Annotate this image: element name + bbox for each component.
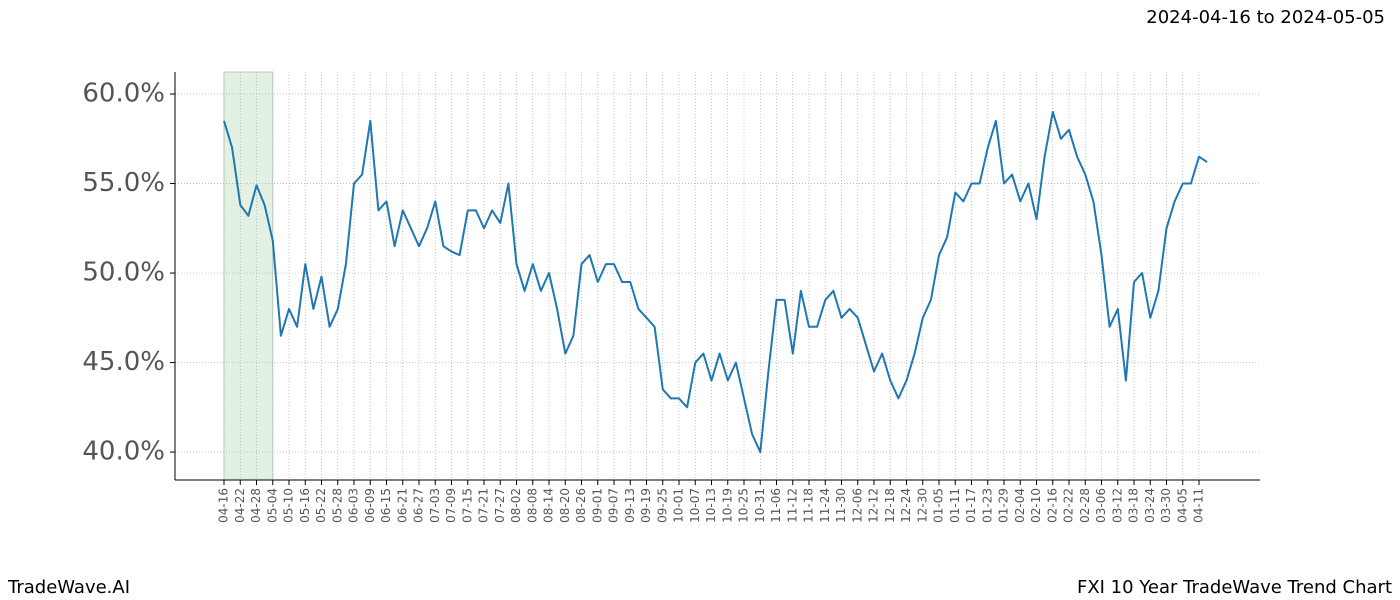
x-tick-label: 05-04	[265, 488, 279, 523]
x-tick-label: 04-11	[1192, 488, 1206, 523]
x-tick-label: 01-17	[964, 488, 978, 523]
x-tick-label: 05-22	[314, 488, 328, 523]
x-tick-label: 12-30	[915, 488, 929, 523]
x-tick-label: 02-16	[1045, 488, 1059, 523]
x-tick-label: 04-16	[217, 488, 231, 523]
x-tick-label: 07-27	[493, 488, 507, 523]
x-tick-label: 01-29	[997, 488, 1011, 523]
x-tick-label: 10-31	[753, 488, 767, 523]
x-tick-label: 08-08	[525, 488, 539, 523]
x-tick-label: 02-04	[1013, 488, 1027, 523]
x-tick-label: 06-09	[363, 488, 377, 523]
x-tick-label: 11-18	[802, 488, 816, 523]
x-tick-label: 12-18	[883, 488, 897, 523]
x-tick-label: 03-18	[1127, 488, 1141, 523]
x-tick-label: 10-01	[672, 488, 686, 523]
x-tick-label: 03-30	[1159, 488, 1173, 523]
x-tick-label: 11-30	[834, 488, 848, 523]
y-tick-label: 50.0%	[82, 258, 165, 288]
x-tick-label: 04-22	[233, 488, 247, 523]
x-tick-label: 08-26	[574, 488, 588, 523]
x-tick-label: 03-12	[1110, 488, 1124, 523]
highlight-span	[223, 71, 274, 481]
x-tick-label: 04-05	[1175, 488, 1189, 523]
data-line	[223, 110, 1208, 454]
y-tick-label: 55.0%	[82, 168, 165, 198]
x-tick-label: 10-13	[704, 488, 718, 523]
x-tick-label: 07-15	[460, 488, 474, 523]
x-tick-label: 06-03	[347, 488, 361, 523]
y-tick-label: 45.0%	[82, 347, 165, 377]
x-tick-label: 08-14	[542, 488, 556, 523]
x-tick-label: 09-07	[607, 488, 621, 523]
x-tick-label: 07-03	[428, 488, 442, 523]
x-tick-label: 08-20	[558, 488, 572, 523]
x-tick-label: 09-01	[590, 488, 604, 523]
y-tick-label: 60.0%	[82, 79, 165, 109]
x-tick-label: 12-12	[867, 488, 881, 523]
x-tick-label: 01-05	[932, 488, 946, 523]
x-tick-label: 01-11	[948, 488, 962, 523]
x-tick-label: 11-12	[785, 488, 799, 523]
x-tick-label: 05-10	[282, 488, 296, 523]
x-tick-label: 06-15	[379, 488, 393, 523]
x-tick-label: 09-25	[655, 488, 669, 523]
x-tick-label: 06-21	[395, 488, 409, 523]
brand: TradeWave.AI	[7, 577, 130, 598]
x-tick-label: 02-10	[1029, 488, 1043, 523]
x-tick-label: 12-06	[850, 488, 864, 523]
y-tick-label: 40.0%	[82, 437, 165, 467]
chart-title: FXI 10 Year TradeWave Trend Chart	[1077, 577, 1392, 598]
x-tick-label: 06-27	[412, 488, 426, 523]
date-range: 2024-04-16 to 2024-05-05	[1146, 7, 1385, 28]
x-tick-label: 11-06	[769, 488, 783, 523]
x-tick-label: 01-23	[980, 488, 994, 523]
x-tick-label: 08-02	[509, 488, 523, 523]
x-tick-label: 03-06	[1094, 488, 1108, 523]
x-tick-label: 03-24	[1143, 488, 1157, 523]
x-tick-label: 02-28	[1078, 488, 1092, 523]
x-tick-label: 09-19	[639, 488, 653, 523]
x-tick-label: 12-24	[899, 488, 913, 523]
x-tick-label: 09-13	[623, 488, 637, 523]
x-tick-label: 04-28	[249, 488, 263, 523]
x-tick-label: 10-25	[737, 488, 751, 523]
x-tick-label: 05-16	[298, 488, 312, 523]
x-tick-label: 05-28	[330, 488, 344, 523]
x-tick-label: 07-09	[444, 488, 458, 523]
x-tick-label: 07-21	[477, 488, 491, 523]
x-tick-label: 02-22	[1062, 488, 1076, 523]
x-tick-label: 11-24	[818, 488, 832, 523]
x-tick-label: 10-19	[720, 488, 734, 523]
x-tick-label: 10-07	[688, 488, 702, 523]
